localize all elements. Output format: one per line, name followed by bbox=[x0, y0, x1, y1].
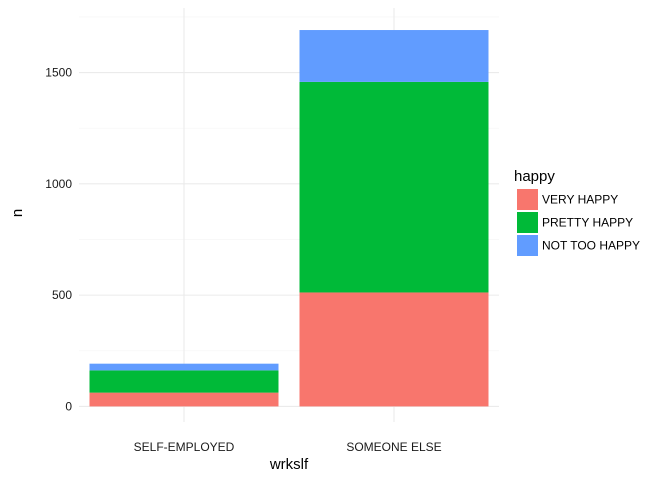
legend-label: PRETTY HAPPY bbox=[542, 216, 633, 230]
bars bbox=[89, 30, 489, 407]
y-tick-label: 1500 bbox=[45, 66, 72, 80]
legend-key bbox=[517, 235, 538, 256]
legend-title: happy bbox=[514, 168, 555, 185]
y-axis-title: n bbox=[9, 209, 26, 217]
y-axis-ticks: 0 500 1000 1500 bbox=[45, 66, 72, 414]
bar-segment bbox=[299, 292, 489, 407]
x-axis-ticks: SELF-EMPLOYED SOMEONE ELSE bbox=[134, 440, 442, 454]
bar-segment bbox=[299, 81, 489, 293]
legend: happy VERY HAPPY PRETTY HAPPY NOT TOO HAPP… bbox=[514, 168, 640, 256]
y-tick-label: 1000 bbox=[45, 177, 72, 191]
legend-key bbox=[517, 189, 538, 210]
x-tick-label: SOMEONE ELSE bbox=[346, 440, 441, 454]
legend-label: VERY HAPPY bbox=[542, 193, 618, 207]
bar-segment bbox=[299, 30, 489, 82]
bar-segment bbox=[89, 370, 279, 393]
legend-key bbox=[517, 212, 538, 233]
y-tick-label: 0 bbox=[65, 399, 72, 413]
x-axis-title: wrkslf bbox=[269, 456, 309, 473]
bar-segment bbox=[89, 363, 279, 371]
bar-segment bbox=[89, 392, 279, 407]
x-tick-label: SELF-EMPLOYED bbox=[134, 440, 235, 454]
legend-label: NOT TOO HAPPY bbox=[542, 239, 640, 253]
y-tick-label: 500 bbox=[52, 288, 72, 302]
